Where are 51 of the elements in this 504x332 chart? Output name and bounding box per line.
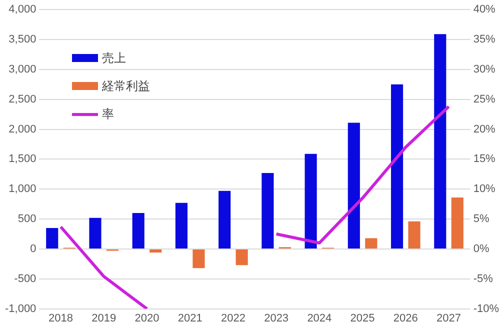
- y-tick-label: 2,000: [8, 123, 36, 136]
- y-tick-label: 2,500: [8, 93, 36, 106]
- y2-tick-label: 35%: [473, 34, 496, 46]
- y2-tick-label: 40%: [473, 4, 496, 16]
- bar: [192, 249, 205, 268]
- x-tick-label: 2021: [178, 312, 202, 324]
- x-tick-label: 2020: [134, 312, 160, 324]
- bar: [132, 213, 144, 248]
- y2-tick-label: 15%: [473, 153, 496, 166]
- y-tick-label: 0: [30, 242, 36, 255]
- y2-tick-label: -5%: [473, 272, 494, 285]
- x-tick-label: 2018: [48, 312, 73, 324]
- bar: [236, 249, 248, 266]
- bar: [89, 218, 102, 248]
- bar: [451, 198, 464, 248]
- bar: [175, 202, 188, 248]
- bar: [150, 249, 162, 253]
- y-tick-label: 1,000: [8, 183, 36, 196]
- bar: [46, 228, 58, 248]
- y2-tick-label: -10%: [473, 302, 500, 315]
- x-tick-label: 2026: [393, 312, 418, 324]
- legend-label: 経常利益: [102, 78, 150, 94]
- bar: [304, 154, 317, 248]
- y2-tick-label: 20%: [473, 123, 496, 136]
- x-tick-label: 2023: [264, 312, 289, 324]
- y-tick-label: 4,000: [8, 4, 36, 16]
- y-tick-label: 500: [18, 213, 36, 226]
- y-tick-label: -500: [14, 272, 36, 285]
- x-tick-label: 2025: [350, 312, 375, 324]
- legend-label: 売上: [102, 50, 126, 66]
- bar: [348, 122, 360, 248]
- y-tick-label: 3,500: [8, 34, 36, 46]
- y-tick-label: 3,000: [8, 63, 36, 76]
- x-tick-label: 2024: [307, 312, 332, 324]
- bar: [390, 84, 404, 248]
- y-tick-label: 1,500: [8, 153, 36, 166]
- bar: [434, 34, 446, 248]
- bar: [365, 238, 378, 248]
- x-tick-label: 2027: [436, 312, 462, 324]
- legend-label: 率: [102, 106, 114, 122]
- y2-tick-label: 5%: [473, 213, 490, 226]
- y-tick-label: -1,000: [4, 302, 36, 315]
- bar: [218, 190, 231, 248]
- x-tick-label: 2019: [92, 312, 116, 324]
- y2-tick-label: 30%: [473, 63, 496, 76]
- bar: [262, 172, 274, 248]
- y2-tick-label: 25%: [473, 93, 496, 106]
- bar: [408, 221, 420, 248]
- y2-tick-label: 0%: [473, 242, 490, 255]
- x-tick-label: 2022: [220, 312, 246, 324]
- y2-tick-label: 10%: [473, 183, 496, 196]
